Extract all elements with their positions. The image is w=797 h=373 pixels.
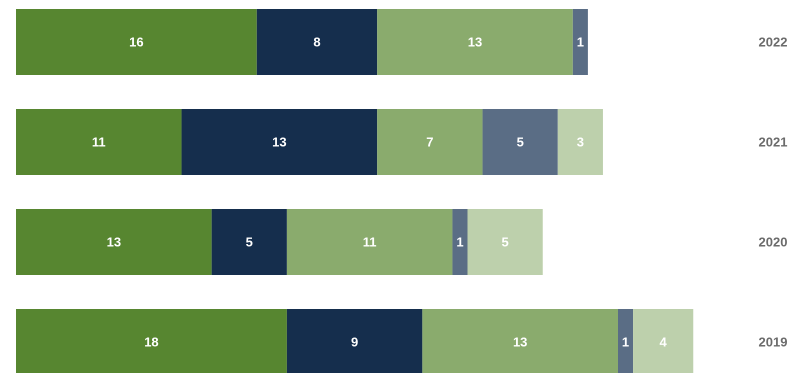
data-label-2021-5: 3 [577,135,584,150]
data-label-2022-2: 8 [313,35,320,50]
data-label-2021-3: 7 [426,135,433,150]
category-label-2021: 2021 [759,135,788,150]
bar-segment-2021-5 [557,109,603,175]
data-label-2020-2: 5 [246,235,253,250]
bar-segment-2019-2 [286,309,423,373]
data-label-2022-1: 16 [129,35,143,50]
bar-segment-2019-3 [422,309,618,373]
bar-segment-2019-1 [16,309,287,373]
data-label-2020-5: 5 [502,235,509,250]
bar-segment-2022-1 [16,9,257,75]
data-label-2019-1: 18 [144,335,158,350]
category-label-2022: 2022 [759,35,788,50]
category-labels-group: 2022 2021 2020 2019 [759,35,788,350]
bar-segment-2022-2 [256,9,378,75]
data-labels-group: 16 8 13 111 13 7 5 313 5 11 1 518 9 13 1 4 [92,35,668,350]
data-label-2020-4: 1 [456,235,463,250]
bar-segment-2020-2 [211,209,287,275]
data-label-2019-2: 9 [351,335,358,350]
data-label-2020-1: 13 [107,235,121,250]
bar-segment-2021-1 [16,109,182,175]
bar-segment-2020-5 [467,209,543,275]
data-label-2020-3: 11 [363,235,377,250]
bar-segment-2021-4 [482,109,558,175]
bar-segment-2020-4 [452,209,468,275]
data-label-2022-4: 1 [577,35,584,50]
category-label-2020: 2020 [759,235,788,250]
data-label-2019-3: 13 [513,335,527,350]
bar-segment-2022-3 [377,9,573,75]
data-label-2019-5: 4 [660,335,668,350]
data-label-2021-2: 13 [272,135,286,150]
bar-segment-2020-1 [16,209,212,275]
bar-segment-2021-2 [181,109,378,175]
bars-group [16,9,694,373]
data-label-2021-1: 11 [92,135,106,150]
data-label-2021-4: 5 [517,135,524,150]
bar-segment-2020-3 [286,209,453,275]
bar-segment-2019-5 [633,309,694,373]
bar-segment-2019-4 [618,309,634,373]
data-label-2022-3: 13 [468,35,482,50]
bar-segment-2022-4 [572,9,588,75]
data-label-2019-4: 1 [622,335,629,350]
category-label-2019: 2019 [759,335,788,350]
bar-segment-2021-3 [377,109,483,175]
